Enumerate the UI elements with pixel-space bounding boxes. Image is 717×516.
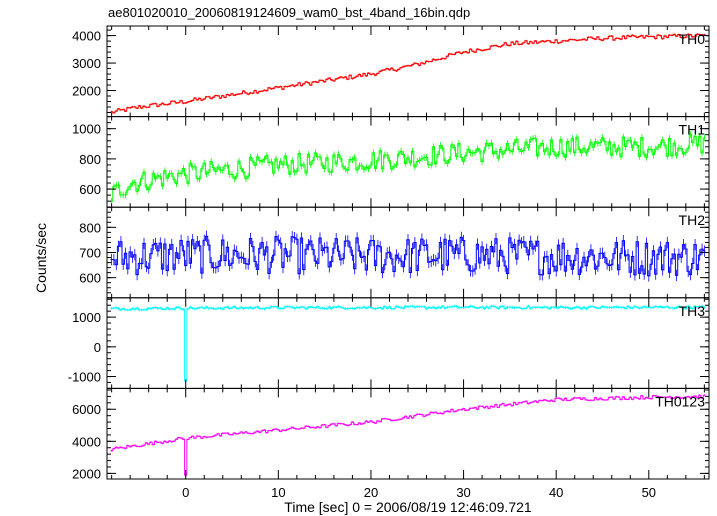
y-tick-label: 1000 bbox=[72, 310, 101, 325]
panel-th0123: 2000 4000 6000 TH0123 bbox=[72, 387, 710, 481]
error-bars bbox=[111, 33, 705, 114]
series-th3 bbox=[110, 304, 706, 383]
series-th0123 bbox=[110, 394, 706, 476]
y-tick-label: 600 bbox=[79, 271, 101, 286]
x-tick-label: 50 bbox=[642, 485, 656, 500]
x-tick-label: 40 bbox=[549, 485, 563, 500]
y-tick-label: 600 bbox=[79, 182, 101, 197]
series-th1 bbox=[110, 131, 706, 205]
y-tick-label: 6000 bbox=[72, 402, 101, 417]
chart-title: ae801020010_20060819124609_wam0_bst_4ban… bbox=[108, 5, 470, 20]
y-tick-label: 2000 bbox=[72, 466, 101, 481]
x-tick-label: 10 bbox=[271, 485, 285, 500]
panel-frame bbox=[106, 25, 710, 118]
panel-label: TH0123 bbox=[655, 393, 705, 409]
series-line bbox=[110, 235, 706, 277]
panel-th2: 600 700 800 TH2 bbox=[79, 206, 710, 299]
panels-group: 2000 3000 4000 TH0 600 800 1000 TH1 600 700 800 TH2… bbox=[68, 25, 710, 481]
panel-th1: 600 800 1000 TH1 bbox=[72, 116, 710, 208]
panel-label: TH3 bbox=[679, 303, 706, 319]
panel-frame bbox=[106, 387, 710, 480]
series-line bbox=[110, 305, 706, 382]
panel-label: TH0 bbox=[679, 31, 706, 47]
y-tick-label: -1000 bbox=[68, 370, 101, 385]
y-tick-label: 3000 bbox=[72, 56, 101, 71]
error-bars bbox=[111, 304, 705, 383]
x-tick-label: 30 bbox=[456, 485, 470, 500]
series-th2 bbox=[110, 230, 706, 282]
panel-frame bbox=[106, 297, 710, 389]
panel-label: TH1 bbox=[679, 122, 706, 138]
y-tick-label: 0 bbox=[94, 340, 101, 355]
panel-th3: -1000 0 1000 TH3 bbox=[68, 297, 710, 389]
error-bars bbox=[111, 394, 705, 476]
error-bars bbox=[111, 131, 705, 205]
x-tick-label: 20 bbox=[364, 485, 378, 500]
y-tick-label: 800 bbox=[79, 220, 101, 235]
panel-frame bbox=[106, 206, 710, 299]
y-axis-title: Counts/sec bbox=[33, 223, 49, 293]
y-tick-label: 800 bbox=[79, 152, 101, 167]
series-th0 bbox=[110, 33, 706, 114]
series-line bbox=[110, 33, 706, 114]
y-tick-label: 1000 bbox=[72, 122, 101, 137]
panel-frame bbox=[106, 116, 710, 208]
panel-th0: 2000 3000 4000 TH0 bbox=[72, 25, 710, 118]
x-axis: 0 10 20 30 40 50 bbox=[182, 485, 656, 500]
x-tick-label: 0 bbox=[182, 485, 189, 500]
y-tick-label: 2000 bbox=[72, 84, 101, 99]
panel-label: TH2 bbox=[679, 212, 706, 228]
y-tick-label: 4000 bbox=[72, 434, 101, 449]
y-tick-label: 4000 bbox=[72, 29, 101, 44]
y-tick-label: 700 bbox=[79, 246, 101, 261]
series-line bbox=[110, 134, 706, 202]
series-line bbox=[110, 394, 706, 476]
x-axis-title: Time [sec] 0 = 2006/08/19 12:46:09.721 bbox=[284, 499, 532, 515]
